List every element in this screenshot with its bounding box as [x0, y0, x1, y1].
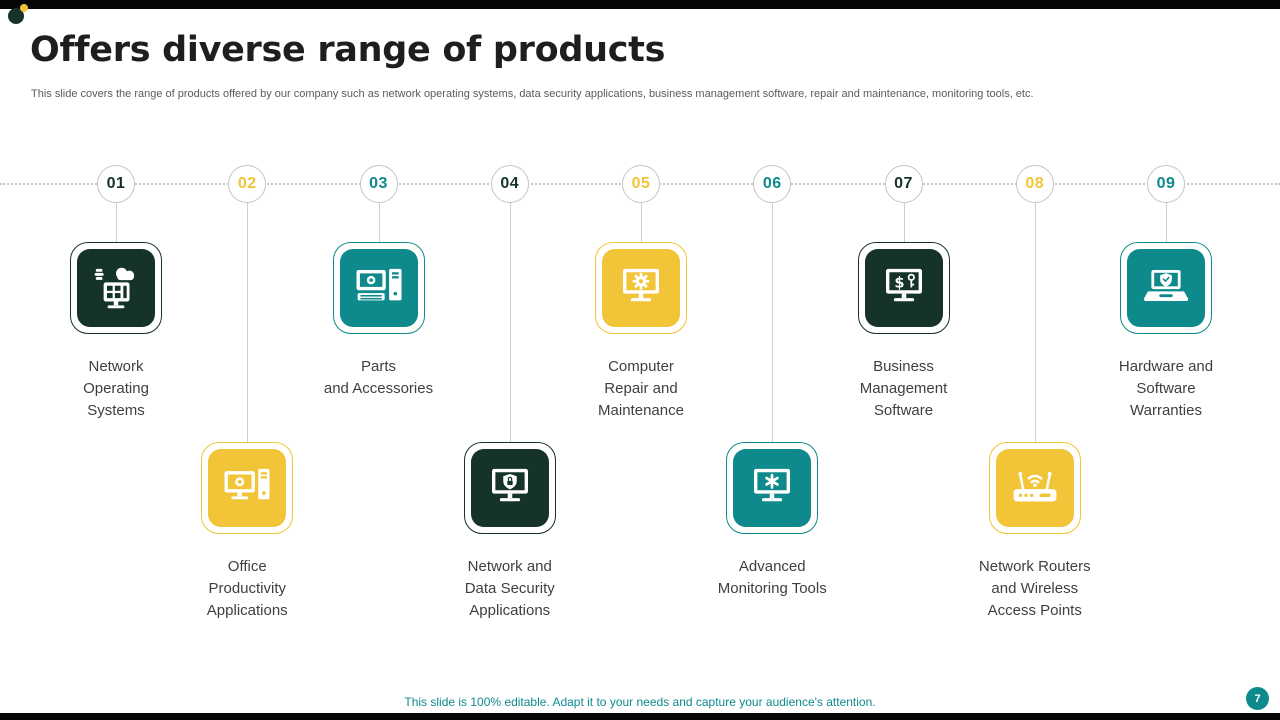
brand-logo: [8, 4, 30, 26]
item-label: Network Routers and Wireless Access Poin…: [978, 558, 1091, 619]
timeline-number: 06: [762, 175, 782, 192]
item-label: Business Management Software: [859, 358, 948, 419]
item-icon-box: [595, 242, 687, 334]
connector-line: [772, 203, 774, 442]
item-label: Office Productivity Applications: [206, 558, 288, 619]
slide-title: Offers diverse range of products: [30, 30, 666, 70]
connector-line: [509, 203, 511, 442]
item-icon-box: [332, 242, 425, 334]
item-icon-box: $: [857, 242, 950, 334]
footer-note: This slide is 100% editable. Adapt it to…: [404, 695, 876, 709]
timeline-number-circle: 05: [622, 165, 660, 203]
business-management-icon: $: [864, 249, 943, 327]
timeline-number-circle: 01: [97, 165, 135, 203]
item-icon-box: [201, 442, 294, 534]
timeline-number-circle: 03: [359, 165, 398, 203]
item-label: Advanced Monitoring Tools: [717, 558, 827, 597]
timeline-number: 03: [369, 175, 388, 192]
svg-text:$: $: [894, 274, 904, 291]
logo-dot: [20, 4, 28, 12]
slide-subtitle: This slide covers the range of products …: [31, 88, 1034, 100]
logo-circle: [8, 8, 24, 24]
timeline-number-circle: 07: [884, 165, 923, 203]
item-icon-box: [463, 442, 556, 534]
page-number-badge: 7: [1246, 687, 1269, 710]
item-label: Network and Data Security Applications: [464, 558, 555, 619]
bottom-accent-bar: [0, 713, 1280, 720]
connector-line: [641, 203, 642, 242]
connector-line: [378, 203, 380, 242]
connector-line: [1034, 203, 1036, 442]
network-os-icon: [77, 249, 155, 327]
connector-line: [903, 203, 905, 242]
timeline-number: 07: [894, 175, 913, 192]
page-number: 7: [1254, 692, 1261, 705]
item-label: Network Operating Systems: [83, 358, 149, 419]
connector-line: [247, 203, 249, 442]
timeline-number: 05: [631, 175, 651, 192]
timeline-number-circle: 06: [753, 165, 792, 203]
timeline-number: 02: [237, 175, 257, 192]
item-icon-box: [70, 242, 162, 334]
timeline-number-circle: 09: [1147, 165, 1185, 203]
data-security-icon: [470, 449, 549, 527]
parts-accessories-icon: [339, 249, 418, 327]
timeline-number-circle: 02: [228, 165, 267, 203]
monitoring-tools-icon: [733, 449, 812, 527]
timeline-number: 08: [1025, 175, 1045, 192]
timeline-number-circle: 08: [1015, 165, 1054, 203]
timeline-number-circle: 04: [490, 165, 529, 203]
timeline-number: 01: [106, 175, 126, 192]
connector-line: [1166, 203, 1167, 242]
item-label: Parts and Accessories: [323, 358, 434, 397]
item-label: Computer Repair and Maintenance: [598, 358, 684, 419]
connector-line: [116, 203, 117, 242]
item-icon-box: [726, 442, 819, 534]
timeline-number: 04: [500, 175, 520, 192]
item-label: Hardware and Software Warranties: [1118, 358, 1214, 419]
warranty-icon: [1127, 249, 1205, 327]
office-productivity-icon: [208, 449, 287, 527]
item-icon-box: [988, 442, 1081, 534]
timeline-number: 09: [1156, 175, 1176, 192]
computer-repair-icon: [602, 249, 680, 327]
router-icon: [995, 449, 1074, 527]
item-icon-box: [1120, 242, 1212, 334]
top-accent-bar: [0, 0, 1280, 9]
